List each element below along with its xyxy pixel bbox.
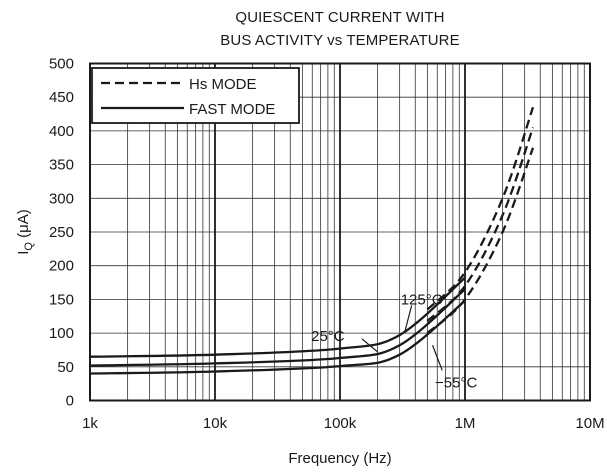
x-tick-label: 10k: [203, 415, 228, 432]
tick-labels: 0 50 100 150 200 250 300 350 400 450 500 1k 10k 100k 1…: [49, 56, 605, 433]
annotation-label-minus-55-c: −55°C: [435, 374, 477, 391]
chart-title-line-2: BUS ACTIVITY vs TEMPERATURE: [220, 32, 460, 49]
y-tick-label: 150: [49, 291, 74, 308]
y-tick-label: 300: [49, 190, 74, 207]
series-hs-mode-25-c: [426, 127, 535, 322]
y-tick-label: 100: [49, 325, 74, 342]
annotation-leader: [404, 305, 413, 332]
y-tick-label: 500: [49, 56, 74, 73]
y-axis-label: IQ (μA): [15, 209, 35, 255]
legend: Hs MODE FAST MODE: [91, 67, 300, 124]
annotation-leader: [361, 338, 379, 353]
legend-box: [91, 67, 300, 124]
series-hs-mode-125-c: [426, 106, 535, 311]
y-tick-label: 0: [66, 393, 74, 410]
legend-label-hs-mode: Hs MODE: [189, 76, 257, 93]
series-hs-mode-minus-55-c: [426, 147, 535, 334]
y-tick-label: 50: [57, 359, 74, 376]
x-tick-label: 10M: [575, 415, 604, 432]
annotation-label-25-c: 25°C: [311, 328, 345, 345]
x-tick-label: 1M: [455, 415, 476, 432]
annotation-label-125-c: 125°C: [401, 291, 443, 308]
y-tick-label: 250: [49, 224, 74, 241]
series-fast-mode-minus-55-c: [89, 299, 466, 375]
series-fast-mode-125-c: [89, 276, 466, 358]
temperature-annotations: 125°C 25°C −55°C: [311, 291, 477, 391]
y-tick-label: 350: [49, 157, 74, 174]
series-fast-mode-25-c: [89, 288, 466, 367]
chart-title-line-1: QUIESCENT CURRENT WITH: [235, 9, 445, 26]
x-tick-label: 100k: [324, 415, 357, 432]
legend-label-fast-mode: FAST MODE: [189, 101, 275, 118]
y-tick-label: 400: [49, 123, 74, 140]
svg-text:IQ (μA): IQ (μA): [15, 209, 35, 255]
x-axis-label: Frequency (Hz): [288, 450, 391, 467]
series-curves: [89, 106, 535, 375]
y-tick-label: 450: [49, 89, 74, 106]
x-tick-label: 1k: [82, 415, 98, 432]
annotation-leader: [431, 345, 443, 371]
plot-area-border: [89, 62, 591, 402]
y-tick-label: 200: [49, 258, 74, 275]
